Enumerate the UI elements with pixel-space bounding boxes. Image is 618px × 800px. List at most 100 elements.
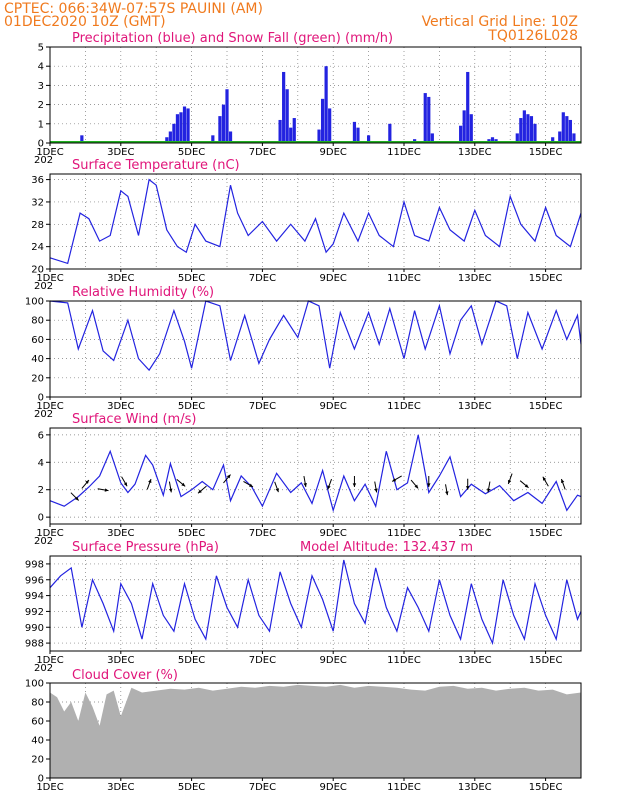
wind-arrow-head — [561, 479, 565, 484]
y-tick-label: 992 — [25, 607, 44, 618]
x-tick-label: 3DEC — [107, 655, 134, 666]
x-tick-label: 15DEC — [529, 401, 563, 412]
wind-arrow-head — [486, 488, 491, 493]
wind-arrow-head — [181, 482, 186, 487]
precip-bar — [218, 116, 222, 143]
precip-bar — [292, 118, 296, 143]
x-tick-label: 9DEC — [320, 147, 347, 158]
precip-bar — [80, 135, 84, 143]
precip-bar — [211, 135, 215, 143]
wind-arrow-head — [542, 476, 547, 481]
x-tick-label: 1DEC — [36, 401, 63, 412]
precip-bar — [423, 93, 427, 143]
precip-bar — [519, 118, 523, 143]
precip-bar — [469, 114, 473, 143]
wind-arrow-head — [374, 488, 378, 493]
x-tick-label: 13DEC — [458, 528, 492, 539]
y-tick-label: 0 — [38, 139, 44, 150]
precip-bar — [572, 133, 576, 143]
panel-2: 0 20 40 60 80 100 1DEC 3DEC 5DEC 7DEC 9DEC 11DEC 13D… — [25, 297, 582, 420]
panel-1: 20 24 28 32 36 1DEC 3DEC 5DEC 7DEC 9DEC 11DEC 13DEC… — [31, 173, 582, 292]
surface-wind-m-s-line — [49, 434, 582, 513]
precip-bar — [388, 123, 392, 143]
x-tick-label: 3DEC — [107, 528, 134, 539]
precip-bar — [175, 114, 180, 143]
precip-bar — [533, 123, 537, 143]
x-tick-label: 1DEC — [36, 147, 63, 158]
x-tick-label: 1DEC — [36, 528, 63, 539]
precip-bar — [324, 66, 328, 143]
model-code: TQ0126L028 — [487, 28, 578, 44]
precip-bar — [182, 106, 187, 143]
y-tick-label: 2 — [38, 100, 44, 111]
relative-humidity-line — [49, 300, 582, 372]
plot-background — [50, 47, 581, 143]
plot-frame — [49, 555, 582, 652]
x-tick-label: 7DEC — [249, 401, 276, 412]
y-tick-label: 6 — [38, 430, 44, 441]
precip-bar — [289, 127, 293, 143]
precip-bar — [186, 108, 190, 143]
x-tick-label: 13DEC — [458, 273, 492, 284]
x-tick-label: 11DEC — [387, 655, 421, 666]
wind-panel-title: Surface Wind (m/s) — [72, 412, 196, 427]
wind-arrow-head — [352, 483, 357, 487]
precip-bar — [526, 114, 530, 143]
plot-frame — [49, 173, 582, 270]
x-tick-label: 3DEC — [107, 147, 134, 158]
x-tick-label: 7DEC — [249, 782, 276, 793]
panel-4: 988 990 992 994 996 998 1DEC 3DEC 5DEC 7DEC 9DEC 11… — [25, 555, 582, 674]
y-tick-label: 28 — [31, 220, 44, 231]
x-tick-label: 5DEC — [178, 528, 205, 539]
plot-background — [50, 428, 581, 524]
precip-bar — [282, 71, 286, 143]
x-tick-label: 9DEC — [320, 528, 347, 539]
x-tick-label: 15DEC — [529, 528, 563, 539]
y-tick-label: 80 — [31, 316, 44, 327]
precip-bar — [168, 131, 172, 143]
x-tick-label: 3DEC — [107, 401, 134, 412]
precip-bar — [225, 89, 229, 143]
wind-arrow-head — [198, 489, 202, 494]
precip-bar — [285, 89, 289, 143]
pressure-panel-title: Surface Pressure (hPa) — [72, 540, 219, 555]
precipitation-panel-title: Precipitation (blue) and Snow Fall (gree… — [72, 31, 393, 46]
x-tick-label: 13DEC — [458, 655, 492, 666]
y-tick-label: 0 — [38, 513, 44, 524]
x-tick-label: 15DEC — [529, 273, 563, 284]
precip-bar — [278, 119, 282, 143]
wind-arrow-head — [445, 491, 449, 496]
wind-arrow-head — [275, 488, 279, 493]
x-year-label: 202 — [34, 155, 53, 166]
y-tick-label: 60 — [31, 335, 44, 346]
x-year-label: 202 — [34, 281, 53, 292]
x-tick-label: 1DEC — [36, 273, 63, 284]
precip-bar — [558, 131, 562, 143]
x-tick-label: 9DEC — [320, 782, 347, 793]
panel-5: 0 20 40 60 80 100 1DEC 3DEC 5DEC 7DEC 9DEC 11DEC 13D… — [25, 679, 582, 793]
y-tick-label: 24 — [31, 242, 44, 253]
x-tick-label: 11DEC — [387, 273, 421, 284]
x-tick-label: 3DEC — [107, 782, 134, 793]
precip-bar — [172, 123, 176, 143]
precip-bar — [561, 112, 565, 143]
cloud-cover-area — [50, 684, 581, 778]
plot-frame — [49, 300, 582, 398]
precip-bar — [165, 137, 169, 143]
precip-bar — [462, 110, 466, 143]
cloud-panel-title: Cloud Cover (%) — [72, 668, 178, 683]
humidity-panel-title: Relative Humidity (%) — [72, 285, 214, 300]
y-tick-label: 5 — [38, 43, 44, 54]
x-tick-label: 11DEC — [387, 147, 421, 158]
x-tick-label: 9DEC — [320, 655, 347, 666]
y-tick-label: 4 — [38, 458, 44, 469]
y-tick-label: 994 — [25, 591, 44, 602]
y-tick-label: 0 — [38, 774, 44, 785]
y-tick-label: 100 — [25, 679, 44, 690]
precip-bar — [459, 125, 463, 143]
x-tick-label: 5DEC — [178, 655, 205, 666]
wind-arrow-head — [327, 485, 331, 490]
x-tick-label: 7DEC — [249, 528, 276, 539]
precip-bar — [430, 133, 434, 143]
